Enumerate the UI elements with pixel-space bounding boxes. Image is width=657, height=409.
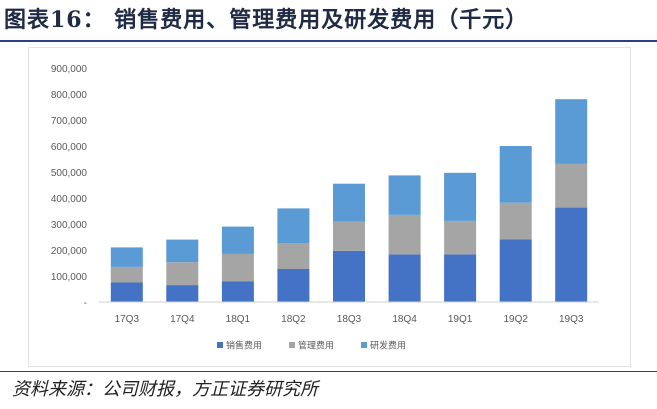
bar-segment xyxy=(110,247,143,267)
bar-segment xyxy=(499,146,532,203)
x-tick-label: 17Q4 xyxy=(170,314,195,325)
legend-label: 销售费用 xyxy=(226,340,262,352)
bar-segment xyxy=(388,254,421,302)
figure-title: 图表16： 销售费用、管理费用及研发费用（千元） xyxy=(4,7,529,33)
x-tick-label: 18Q4 xyxy=(392,314,417,325)
y-tick-label: - xyxy=(84,298,87,309)
bar-segment xyxy=(444,172,477,221)
chart-panel: - 100,000 200,000 300,000 400,000 500,000 600,… xyxy=(28,47,631,367)
bar-segment xyxy=(333,183,365,222)
legend-swatch xyxy=(361,342,367,348)
source-rule xyxy=(0,371,657,372)
bar-segment xyxy=(333,250,365,302)
bar-segment xyxy=(221,226,254,254)
y-tick-label: 200,000 xyxy=(51,246,88,257)
source-note: 资料来源：公司财报，方正证券研究所 xyxy=(12,379,318,400)
y-tick-label: 800,000 xyxy=(51,90,88,101)
y-tick-label: 900,000 xyxy=(51,64,88,75)
legend-swatch xyxy=(217,342,223,348)
y-tick-label: 300,000 xyxy=(51,220,88,231)
bar-segment xyxy=(555,163,588,208)
bar-segment xyxy=(277,243,310,269)
title-rule xyxy=(0,40,657,42)
x-tick-label: 18Q2 xyxy=(281,314,306,325)
bar-segment xyxy=(555,207,588,302)
x-tick-label: 19Q2 xyxy=(503,314,528,325)
y-tick-label: 600,000 xyxy=(51,142,88,153)
x-axis: 17Q3 17Q4 18Q1 18Q2 18Q3 18Q4 19Q1 19Q2 19Q3 xyxy=(115,314,584,325)
bars xyxy=(110,99,588,302)
legend-label: 研发费用 xyxy=(370,340,406,352)
x-tick-label: 18Q3 xyxy=(337,314,362,325)
bar-segment xyxy=(333,221,365,251)
bar-segment xyxy=(277,208,310,243)
y-axis: - 100,000 200,000 300,000 400,000 500,000 600,… xyxy=(51,64,88,309)
bar-segment xyxy=(110,266,143,283)
x-tick-label: 17Q3 xyxy=(115,314,140,325)
bar-segment xyxy=(166,239,199,263)
stacked-bar-chart: - 100,000 200,000 300,000 400,000 500,000 600,… xyxy=(51,64,599,352)
legend-swatch xyxy=(289,342,295,348)
bar-segment xyxy=(555,99,588,164)
bar-segment xyxy=(444,254,477,302)
y-tick-label: 700,000 xyxy=(51,116,88,127)
bar-segment xyxy=(166,285,199,302)
legend-label: 管理费用 xyxy=(298,340,334,352)
bar-segment xyxy=(277,269,310,302)
bar-segment xyxy=(499,239,532,302)
bar-segment xyxy=(166,262,199,286)
bar-segment xyxy=(388,175,421,215)
bar-segment xyxy=(221,253,254,282)
x-tick-label: 18Q1 xyxy=(226,314,251,325)
bar-segment xyxy=(388,214,421,255)
bar-segment xyxy=(444,220,477,255)
y-tick-label: 100,000 xyxy=(51,272,88,283)
y-tick-label: 400,000 xyxy=(51,194,88,205)
legend: 销售费用 管理费用 研发费用 xyxy=(217,340,406,352)
x-tick-label: 19Q1 xyxy=(448,314,473,325)
bar-segment xyxy=(221,281,254,302)
x-tick-label: 19Q3 xyxy=(559,314,584,325)
y-tick-label: 500,000 xyxy=(51,168,88,179)
bar-segment xyxy=(499,202,532,240)
bar-segment xyxy=(110,282,143,302)
